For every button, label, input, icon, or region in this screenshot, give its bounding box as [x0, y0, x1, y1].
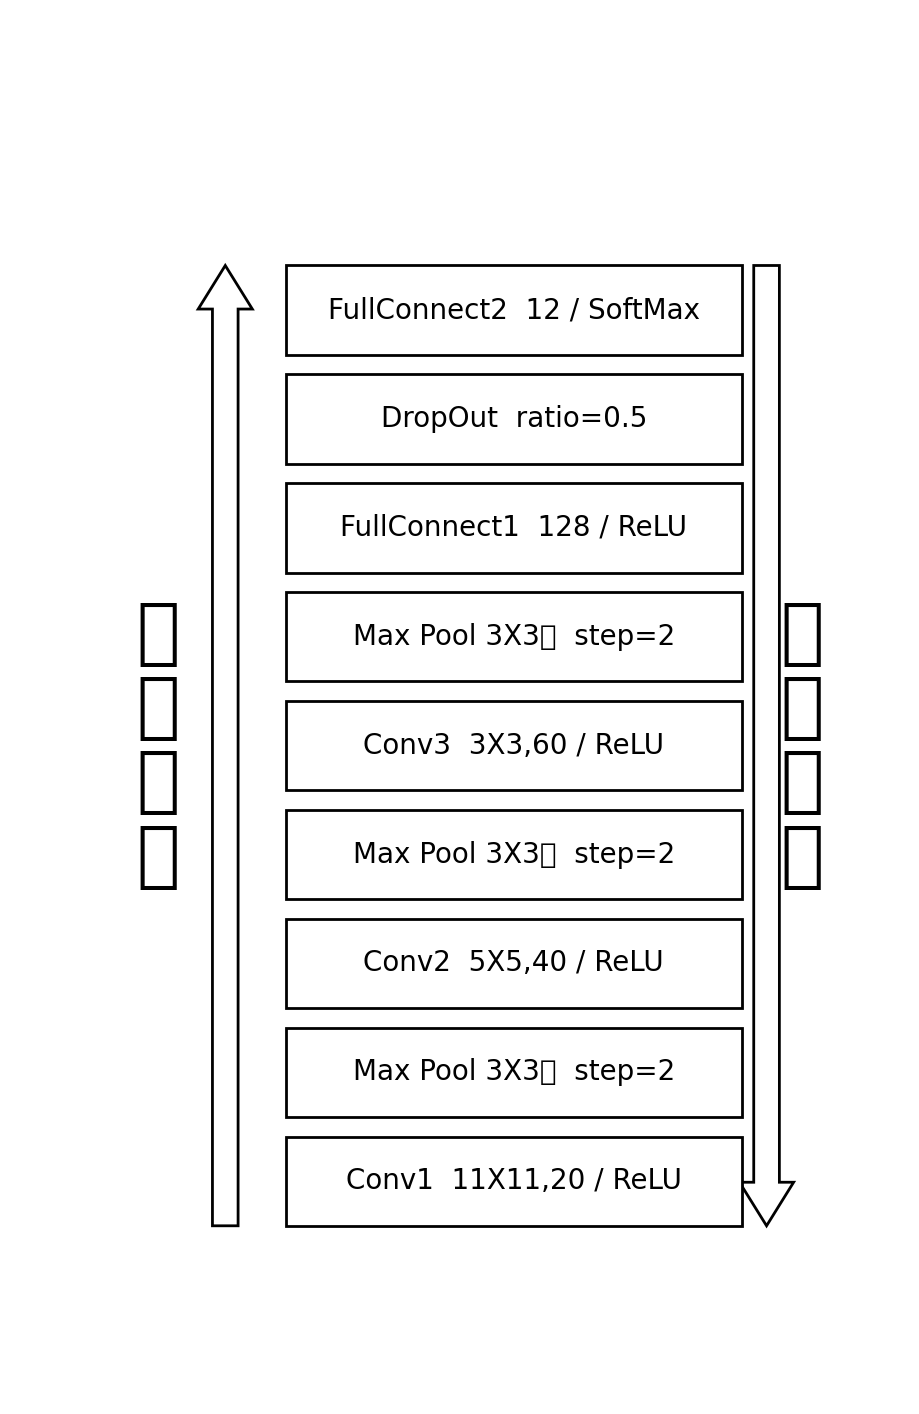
Text: 数
据
计
算: 数 据 计 算 — [136, 600, 179, 892]
Polygon shape — [740, 266, 794, 1226]
FancyBboxPatch shape — [286, 1028, 742, 1117]
Text: Conv2  5X5,40 / ReLU: Conv2 5X5,40 / ReLU — [363, 949, 664, 977]
Polygon shape — [199, 266, 253, 1226]
FancyBboxPatch shape — [286, 1137, 742, 1226]
FancyBboxPatch shape — [286, 919, 742, 1008]
Text: Max Pool 3X3，  step=2: Max Pool 3X3， step=2 — [353, 840, 675, 868]
FancyBboxPatch shape — [286, 592, 742, 682]
FancyBboxPatch shape — [286, 810, 742, 899]
Text: Max Pool 3X3，  step=2: Max Pool 3X3， step=2 — [353, 622, 675, 650]
FancyBboxPatch shape — [286, 266, 742, 355]
Text: FullConnect1  128 / ReLU: FullConnect1 128 / ReLU — [340, 513, 687, 542]
FancyBboxPatch shape — [286, 375, 742, 464]
FancyBboxPatch shape — [286, 701, 742, 790]
Text: DropOut  ratio=0.5: DropOut ratio=0.5 — [380, 404, 647, 433]
FancyBboxPatch shape — [286, 484, 742, 573]
Text: 参
数
更
新: 参 数 更 新 — [780, 600, 823, 892]
Text: Max Pool 3X3，  step=2: Max Pool 3X3， step=2 — [353, 1058, 675, 1086]
Text: Conv3  3X3,60 / ReLU: Conv3 3X3,60 / ReLU — [363, 731, 664, 759]
Text: FullConnect2  12 / SoftMax: FullConnect2 12 / SoftMax — [328, 296, 699, 324]
Text: Conv1  11X11,20 / ReLU: Conv1 11X11,20 / ReLU — [346, 1167, 682, 1195]
